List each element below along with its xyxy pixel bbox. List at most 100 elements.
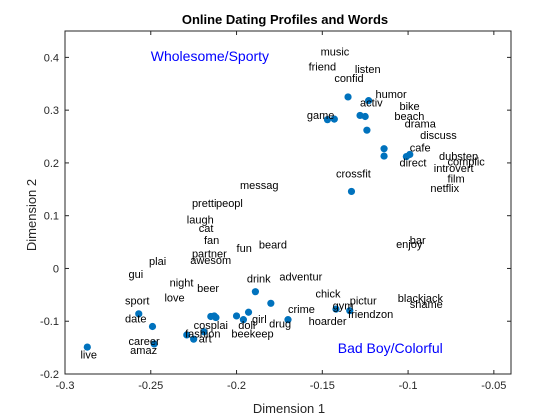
y-axis: -0.2 -0.1 0 0.1 0.2 0.3 0.4 xyxy=(40,52,511,381)
x-tick-label: -0.2 xyxy=(227,380,246,392)
data-point xyxy=(380,152,388,160)
x-axis-label: Dimension 1 xyxy=(253,401,325,416)
word-label: sport xyxy=(125,295,149,307)
word-label: gui xyxy=(128,269,143,281)
word-label: confid xyxy=(334,73,363,85)
data-point xyxy=(332,305,340,313)
word-label: direct xyxy=(400,158,427,170)
word-label: beard xyxy=(259,239,287,251)
word-label: love xyxy=(164,293,184,305)
word-label: cosplai xyxy=(194,320,228,332)
y-tick-label: 0 xyxy=(53,263,59,275)
word-label: partner xyxy=(192,248,227,260)
y-axis-label: Dimension 2 xyxy=(24,179,39,251)
word-label: drama xyxy=(405,119,437,131)
word-label: friendzon xyxy=(348,309,393,321)
word-label: adventur xyxy=(279,272,322,284)
data-point xyxy=(135,310,143,318)
word-label: live xyxy=(80,350,97,362)
word-label: girl xyxy=(252,314,267,326)
word-label: gym xyxy=(333,301,354,313)
word-label: dubstep xyxy=(439,151,478,163)
data-point xyxy=(148,322,157,331)
data-point xyxy=(244,308,253,316)
data-point xyxy=(210,312,218,320)
word-label: bike xyxy=(400,101,420,113)
y-tick-label: 0.1 xyxy=(44,211,59,223)
word-label: drug xyxy=(269,319,291,331)
data-point xyxy=(361,112,369,121)
word-label: awesom xyxy=(190,255,231,267)
word-label: night xyxy=(170,277,194,289)
word-label: friend xyxy=(309,62,337,74)
y-tick-label: 0.3 xyxy=(44,105,59,117)
word-label: amaz xyxy=(130,345,157,357)
data-point xyxy=(150,340,158,348)
word-label: bar xyxy=(410,235,426,247)
word-label: blackjack xyxy=(398,293,444,305)
word-label: fun xyxy=(237,243,252,255)
word-label: fan xyxy=(204,235,219,247)
data-point xyxy=(284,316,292,324)
word-label: activ xyxy=(360,97,383,109)
plot-area-frame xyxy=(64,30,512,375)
data-point xyxy=(267,299,275,307)
word-label: listen xyxy=(355,64,381,76)
word-label: cat xyxy=(199,223,214,235)
data-point xyxy=(232,312,241,320)
word-label: cafe xyxy=(410,142,431,154)
data-point xyxy=(365,97,373,105)
data-point xyxy=(346,307,354,315)
x-tick-label: -0.1 xyxy=(399,380,418,392)
data-point xyxy=(406,150,414,159)
data-point xyxy=(323,116,332,124)
data-point xyxy=(251,288,260,296)
word-label: career xyxy=(128,336,160,348)
word-label: laugh xyxy=(187,215,214,227)
word-label: pretti xyxy=(192,198,216,210)
y-tick-label: -0.2 xyxy=(40,369,59,381)
word-label: complic xyxy=(448,157,486,169)
data-point xyxy=(183,331,191,339)
word-label: peopl xyxy=(216,198,243,210)
chart-title: Online Dating Profiles and Words xyxy=(182,12,388,27)
group-annotation: Wholesome/Sporty xyxy=(151,48,269,64)
x-tick-label: -0.05 xyxy=(481,380,506,392)
word-label: enjoy xyxy=(396,239,423,251)
x-tick-label: -0.3 xyxy=(56,380,75,392)
word-label: beer xyxy=(197,283,219,295)
x-tick-label: -0.25 xyxy=(138,380,163,392)
word-label: doll xyxy=(238,320,255,332)
x-axis: -0.3 -0.25 -0.2 -0.15 -0.1 -0.05 xyxy=(56,31,506,392)
word-label: discuss xyxy=(420,130,457,142)
word-label: beach xyxy=(394,111,424,123)
x-tick-label: -0.15 xyxy=(310,380,335,392)
word-label: beekeep xyxy=(231,329,273,341)
word-label: humor xyxy=(375,89,407,101)
data-point xyxy=(380,145,388,153)
y-tick-label: -0.1 xyxy=(40,316,59,328)
word-label: music xyxy=(321,46,350,58)
word-label: introvert xyxy=(434,163,474,175)
data-point xyxy=(347,187,356,196)
data-point xyxy=(363,126,371,134)
word-label: film xyxy=(448,173,465,185)
data-point xyxy=(190,335,198,343)
points-layer xyxy=(83,93,414,351)
word-label: drink xyxy=(247,274,271,286)
y-tick-label: 0.4 xyxy=(44,52,59,64)
data-point xyxy=(200,328,208,336)
data-point xyxy=(330,115,338,123)
word-label: art xyxy=(199,333,212,345)
word-label: game xyxy=(307,110,335,122)
word-label: messag xyxy=(240,180,279,192)
word-label: crossfit xyxy=(336,169,371,181)
annotations-layer: Wholesome/Sporty Bad Boy/Colorful xyxy=(151,48,443,356)
data-point xyxy=(83,343,91,351)
y-tick-label: 0.2 xyxy=(44,158,59,170)
word-label: pictur xyxy=(350,295,377,307)
word-label: shame xyxy=(410,299,443,311)
